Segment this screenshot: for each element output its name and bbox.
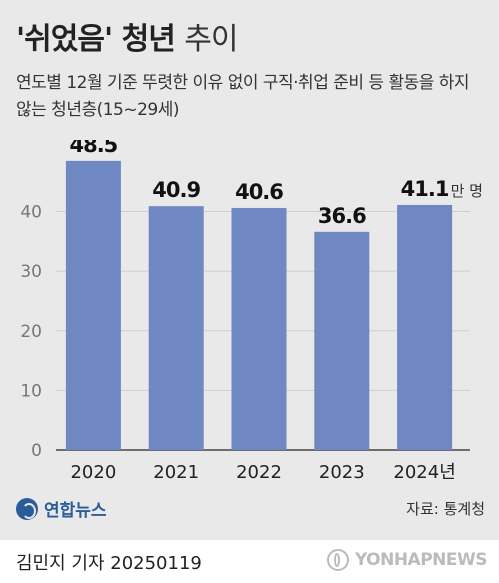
category-label: 2024년	[393, 462, 455, 483]
globe-icon	[326, 549, 349, 571]
yonhap-logo: 연합뉴스	[16, 496, 107, 521]
category-label: 2020	[70, 462, 116, 483]
bar	[65, 160, 121, 450]
y-tick-label: 40	[20, 203, 42, 223]
chart-subtitle: 연도별 12월 기준 뚜렷한 이유 없이 구직·취업 준비 등 활동을 하지 않…	[16, 73, 470, 120]
value-label: 36.6	[318, 204, 366, 228]
bar	[397, 204, 453, 450]
value-label: 40.6	[235, 180, 283, 204]
yonhap-logo-icon	[16, 497, 38, 520]
title-main: '쉬었음' 청년	[16, 22, 176, 57]
y-tick-label: 10	[20, 381, 42, 401]
chart-title: '쉬었음' 청년 추이	[16, 14, 238, 58]
data-source: 자료: 통계청	[406, 500, 485, 518]
unit-label: 만 명	[451, 182, 483, 200]
reporter-credit: 김민지 기자 20250119	[16, 553, 202, 574]
bar-chart: 0 10 20 30 40 48.5 2020 40.9 2021 40.6 2022 36.6 202…	[20, 140, 483, 483]
y-tick-label: 20	[20, 322, 42, 342]
y-tick-label: 0	[31, 441, 42, 461]
title-light: 추이	[184, 22, 238, 57]
agency-watermark: YONHAPNEWS	[326, 549, 488, 571]
y-tick-label: 30	[20, 262, 42, 282]
logo-text: 연합뉴스	[44, 501, 107, 521]
bar	[231, 207, 287, 450]
bar	[314, 231, 370, 450]
value-label: 40.9	[152, 178, 200, 202]
agency-name: YONHAPNEWS	[354, 550, 488, 570]
category-label: 2022	[236, 462, 282, 483]
infographic-card: '쉬었음' 청년 추이 연도별 12월 기준 뚜렷한 이유 없이 구직·취업 준…	[16, 14, 485, 521]
category-label: 2021	[153, 462, 199, 483]
value-label: 48.5	[69, 140, 117, 157]
category-label: 2023	[319, 462, 365, 483]
bottom-bar	[0, 540, 499, 583]
bar	[148, 206, 204, 450]
value-label: 41.1	[401, 177, 449, 201]
